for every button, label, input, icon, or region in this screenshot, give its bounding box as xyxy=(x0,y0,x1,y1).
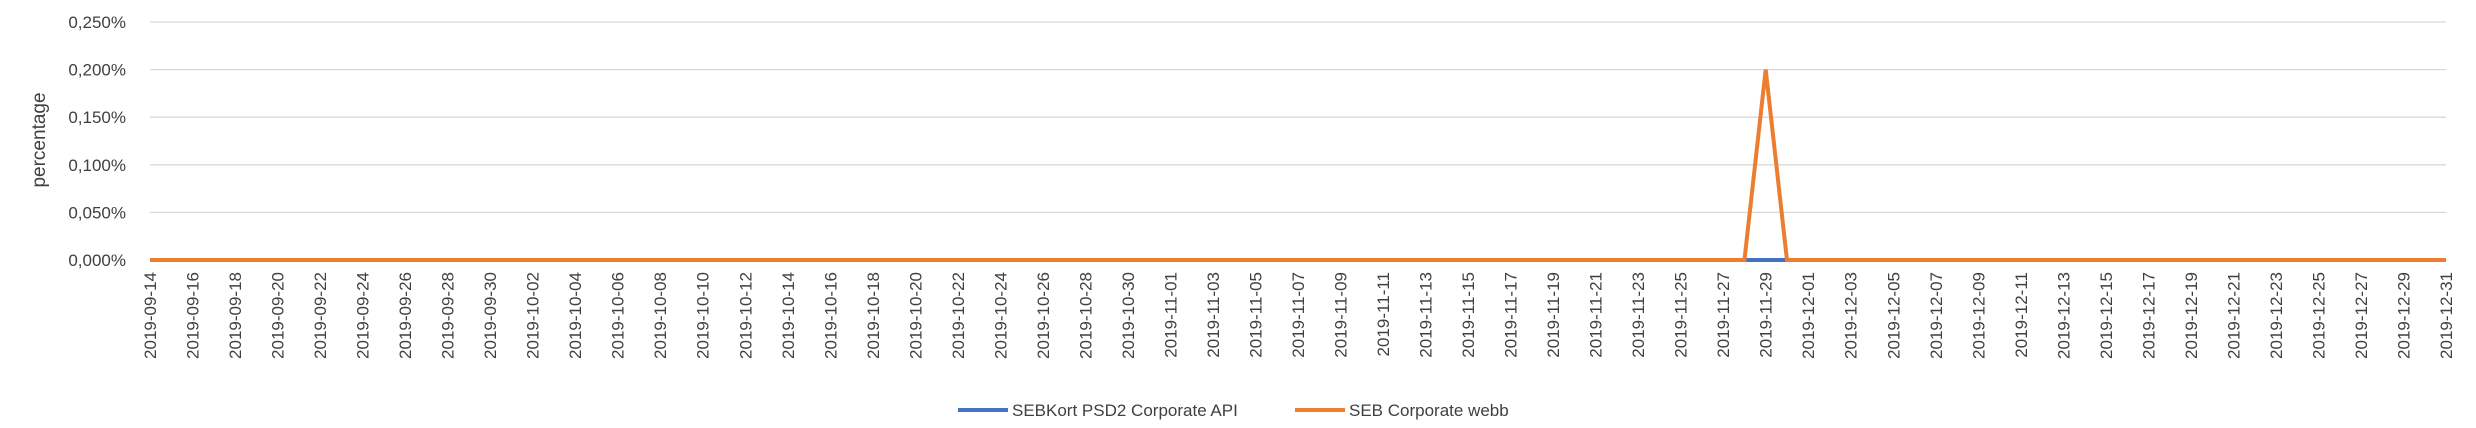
x-tick-label: 2019-12-29 xyxy=(2394,272,2413,359)
series-lines xyxy=(150,69,2446,262)
x-tick-label: 2019-09-30 xyxy=(481,272,500,359)
x-tick-label: 2019-10-12 xyxy=(736,272,755,359)
x-tick-label: 2019-10-24 xyxy=(991,272,1010,359)
x-tick-label: 2019-09-20 xyxy=(269,272,288,359)
y-tick-label: 0,100% xyxy=(68,156,126,175)
x-tick-label: 2019-11-23 xyxy=(1629,272,1648,358)
series-line-2 xyxy=(150,69,2446,262)
x-axis-tick-labels: 2019-09-14 2019-09-16 2019-09-18 2019-09-20… xyxy=(141,272,2456,359)
x-tick-label: 2019-12-21 xyxy=(2224,272,2243,359)
legend: SEBKort PSD2 Corporate API SEB Corporate … xyxy=(958,401,1509,420)
x-tick-label: 2019-12-13 xyxy=(2054,272,2073,359)
x-tick-label: 2019-12-07 xyxy=(1927,272,1946,359)
x-tick-label: 2019-10-08 xyxy=(651,272,670,359)
x-tick-label: 2019-11-03 xyxy=(1204,272,1223,358)
x-tick-label: 2019-11-15 xyxy=(1459,272,1478,358)
x-tick-label: 2019-10-18 xyxy=(864,272,883,359)
x-tick-label: 2019-10-20 xyxy=(906,272,925,359)
x-tick-label: 2019-10-14 xyxy=(779,272,798,359)
x-tick-label: 2019-09-22 xyxy=(311,272,330,359)
x-tick-label: 2019-12-17 xyxy=(2139,272,2158,359)
y-tick-label: 0,200% xyxy=(68,61,126,80)
gridlines xyxy=(150,21,2446,261)
x-tick-label: 2019-11-13 xyxy=(1417,272,1436,358)
y-axis-title: percentage xyxy=(29,92,50,187)
x-tick-label: 2019-10-16 xyxy=(821,272,840,359)
x-tick-label: 2019-11-21 xyxy=(1587,272,1606,358)
x-tick-label: 2019-10-06 xyxy=(609,272,628,359)
x-tick-label: 2019-12-03 xyxy=(1842,272,1861,359)
x-tick-label: 2019-12-25 xyxy=(2309,272,2328,359)
y-tick-label: 0,000% xyxy=(68,251,126,270)
x-tick-label: 2019-11-07 xyxy=(1289,272,1308,358)
x-tick-label: 2019-10-28 xyxy=(1076,272,1095,359)
x-tick-label: 2019-12-15 xyxy=(2097,272,2116,359)
legend-label: SEB Corporate webb xyxy=(1349,401,1509,420)
x-tick-label: 2019-11-25 xyxy=(1672,272,1691,358)
x-tick-label: 2019-09-24 xyxy=(354,272,373,359)
x-tick-label: 2019-11-19 xyxy=(1544,272,1563,358)
y-tick-label: 0,150% xyxy=(68,108,126,127)
x-tick-label: 2019-12-01 xyxy=(1799,272,1818,359)
x-tick-label: 2019-10-04 xyxy=(566,272,585,359)
x-tick-label: 2019-10-22 xyxy=(949,272,968,359)
y-tick-label: 0,250% xyxy=(68,13,126,32)
x-tick-label: 2019-11-09 xyxy=(1332,272,1351,358)
y-tick-label: 0,050% xyxy=(68,203,126,222)
x-tick-label: 2019-11-05 xyxy=(1246,272,1265,358)
x-tick-label: 2019-11-11 xyxy=(1374,272,1393,356)
x-tick-label: 2019-12-23 xyxy=(2267,272,2286,359)
x-tick-label: 2019-12-09 xyxy=(1969,272,1988,359)
x-tick-label: 2019-12-27 xyxy=(2352,272,2371,359)
x-tick-label: 2019-09-26 xyxy=(396,272,415,359)
x-tick-label: 2019-11-17 xyxy=(1502,272,1521,358)
x-tick-label: 2019-10-10 xyxy=(694,272,713,359)
x-tick-label: 2019-12-19 xyxy=(2182,272,2201,359)
x-tick-label: 2019-11-27 xyxy=(1714,272,1733,358)
x-tick-label: 2019-10-02 xyxy=(524,272,543,359)
y-axis-tick-labels: 0,000% 0,050% 0,100% 0,150% 0,200% 0,250% xyxy=(68,13,126,270)
x-tick-label: 2019-11-29 xyxy=(1757,272,1776,358)
x-tick-label: 2019-09-16 xyxy=(184,272,203,359)
x-tick-label: 2019-09-18 xyxy=(226,272,245,359)
x-tick-label: 2019-09-28 xyxy=(439,272,458,359)
x-tick-label: 2019-09-14 xyxy=(141,272,160,359)
x-tick-label: 2019-12-31 xyxy=(2437,272,2456,359)
legend-label: SEBKort PSD2 Corporate API xyxy=(1012,401,1238,420)
x-tick-label: 2019-10-26 xyxy=(1034,272,1053,359)
x-tick-label: 2019-11-01 xyxy=(1161,272,1180,358)
x-tick-label: 2019-12-11 xyxy=(2012,272,2031,358)
x-tick-label: 2019-10-30 xyxy=(1119,272,1138,359)
x-tick-label: 2019-12-05 xyxy=(1884,272,1903,359)
